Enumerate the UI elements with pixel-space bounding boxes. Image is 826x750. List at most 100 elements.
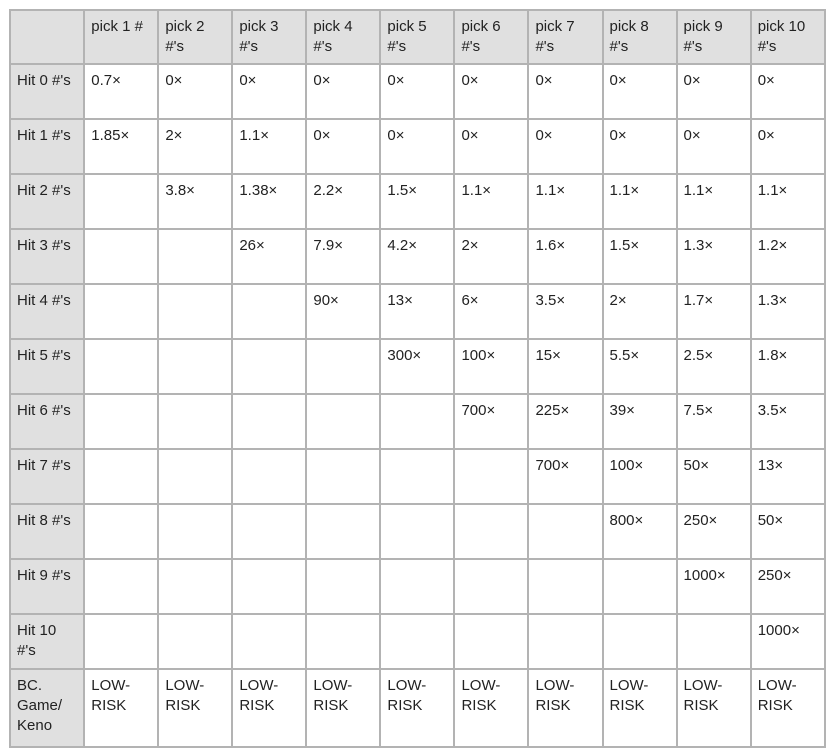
table-row: Hit 4 #'s 90× 13× 6× 3.5× 2× 1.7× 1.3× (8, 283, 826, 340)
payout-cell: 0× (305, 118, 382, 175)
payout-cell: LOW-RISK (231, 668, 308, 748)
payout-cell (527, 503, 604, 560)
payout-cell: 1.3× (675, 228, 752, 285)
table-row: Hit 8 #'s 800× 250× 50× (8, 503, 826, 560)
payout-cell: 3.5× (527, 283, 604, 340)
row-header-cell: Hit 5 #'s (8, 338, 86, 395)
table-row: BC. Game/ Keno LOW-RISK LOW-RISK LOW-RISK LO… (8, 668, 826, 748)
payout-cell: 3.5× (749, 393, 826, 450)
payout-cell: 90× (305, 283, 382, 340)
payout-cell: 7.5× (675, 393, 752, 450)
column-header-pick-5: pick 5 #'s (379, 9, 456, 65)
row-header-cell: Hit 0 #'s (8, 63, 86, 120)
payout-cell (157, 503, 234, 560)
payout-cell (379, 448, 456, 505)
row-header-cell: Hit 1 #'s (8, 118, 86, 175)
payout-cell (379, 613, 456, 670)
payout-cell: 0× (453, 118, 530, 175)
payout-cell: 0× (675, 118, 752, 175)
payout-cell (379, 503, 456, 560)
payout-cell (83, 503, 160, 560)
payout-cell: 2× (601, 283, 678, 340)
corner-header-cell (8, 9, 86, 65)
column-header-pick-1: pick 1 # (83, 9, 160, 65)
payout-cell: 50× (749, 503, 826, 560)
column-header-pick-10: pick 10 #'s (749, 9, 826, 65)
column-header-pick-7: pick 7 #'s (527, 9, 604, 65)
payout-cell: 1.1× (601, 173, 678, 230)
table-row: Hit 6 #'s 700× 225× 39× 7.5× 3.5× (8, 393, 826, 450)
row-header-cell: Hit 6 #'s (8, 393, 86, 450)
payout-cell: 0× (601, 118, 678, 175)
payout-cell (231, 393, 308, 450)
payout-cell (83, 173, 160, 230)
payout-cell: 0× (157, 63, 234, 120)
payout-cell: 0× (453, 63, 530, 120)
payout-cell: 39× (601, 393, 678, 450)
table-row: Hit 9 #'s 1000× 250× (8, 558, 826, 615)
payout-cell: 0× (749, 118, 826, 175)
payout-cell (83, 283, 160, 340)
payout-cell (379, 558, 456, 615)
payout-cell: 700× (453, 393, 530, 450)
payout-cell: LOW-RISK (83, 668, 160, 748)
payout-cell: 4.2× (379, 228, 456, 285)
payout-cell (601, 613, 678, 670)
payout-cell: 0.7× (83, 63, 160, 120)
payout-cell: 2× (157, 118, 234, 175)
payout-cell: 1.5× (379, 173, 456, 230)
payout-cell: 1.1× (453, 173, 530, 230)
payout-cell (305, 448, 382, 505)
payout-cell (157, 558, 234, 615)
payout-cell: LOW-RISK (749, 668, 826, 748)
column-header-pick-3: pick 3 #'s (231, 9, 308, 65)
payout-cell: 1.1× (675, 173, 752, 230)
payout-cell: LOW-RISK (675, 668, 752, 748)
header-row: pick 1 # pick 2 #'s pick 3 #'s pick 4 #'s pi… (8, 9, 826, 65)
column-header-pick-9: pick 9 #'s (675, 9, 752, 65)
payout-cell: 250× (675, 503, 752, 560)
payout-cell (83, 393, 160, 450)
payout-cell (305, 558, 382, 615)
payout-cell: 1000× (749, 613, 826, 670)
payout-cell: 300× (379, 338, 456, 395)
payout-cell: 26× (231, 228, 308, 285)
row-header-cell: Hit 3 #'s (8, 228, 86, 285)
row-header-cell: Hit 4 #'s (8, 283, 86, 340)
table-row: Hit 7 #'s 700× 100× 50× 13× (8, 448, 826, 505)
payout-cell (83, 228, 160, 285)
column-header-pick-4: pick 4 #'s (305, 9, 382, 65)
payout-cell: 1.7× (675, 283, 752, 340)
payout-cell: 1.38× (231, 173, 308, 230)
payout-cell (157, 228, 234, 285)
row-header-cell: Hit 2 #'s (8, 173, 86, 230)
payout-cell (305, 393, 382, 450)
payout-cell: 0× (675, 63, 752, 120)
payout-cell: 0× (379, 118, 456, 175)
payout-cell (157, 613, 234, 670)
payout-cell: 5.5× (601, 338, 678, 395)
payout-cell (231, 613, 308, 670)
column-header-pick-8: pick 8 #'s (601, 9, 678, 65)
payout-cell (379, 393, 456, 450)
payout-cell (231, 558, 308, 615)
payout-cell (157, 283, 234, 340)
payout-cell (157, 448, 234, 505)
table-row: Hit 3 #'s 26× 7.9× 4.2× 2× 1.6× 1.5× 1.3× 1.2× (8, 228, 826, 285)
payout-cell: 0× (601, 63, 678, 120)
column-header-pick-6: pick 6 #'s (453, 9, 530, 65)
payout-cell: 0× (231, 63, 308, 120)
table-row: Hit 1 #'s 1.85× 2× 1.1× 0× 0× 0× 0× 0× 0× 0× (8, 118, 826, 175)
payout-cell: 13× (379, 283, 456, 340)
payout-cell: 1000× (675, 558, 752, 615)
table-row: Hit 10 #'s 1000× (8, 613, 826, 670)
payout-cell: 1.2× (749, 228, 826, 285)
payout-cell: 100× (453, 338, 530, 395)
payout-cell (83, 448, 160, 505)
payout-cell (453, 613, 530, 670)
payout-cell (231, 338, 308, 395)
payout-cell: 100× (601, 448, 678, 505)
payout-cell: 0× (527, 63, 604, 120)
payout-cell (305, 503, 382, 560)
keno-payout-table: pick 1 # pick 2 #'s pick 3 #'s pick 4 #'s pi… (8, 9, 826, 748)
